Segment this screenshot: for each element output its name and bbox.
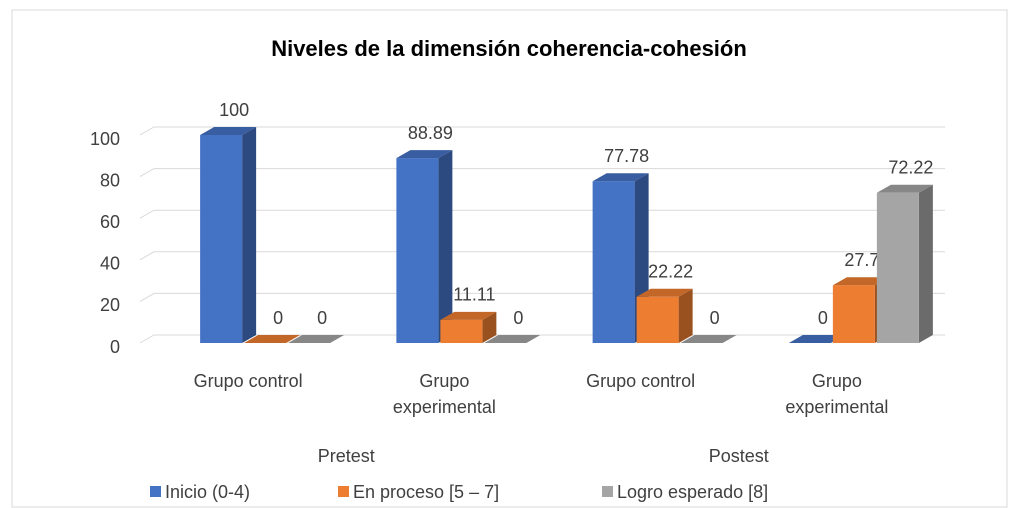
y-tick-label: 80 <box>100 170 120 190</box>
bar <box>592 181 635 343</box>
bar-top <box>200 127 257 135</box>
bar-top <box>592 173 649 182</box>
bar-top <box>788 335 845 343</box>
bar-top <box>440 311 497 320</box>
y-tick-label: 20 <box>100 295 120 315</box>
grid-line <box>139 251 945 261</box>
data-label: 11.11 <box>453 285 495 305</box>
y-tick-label: 40 <box>100 254 120 274</box>
bar-side <box>918 184 933 343</box>
bar-top <box>396 150 453 159</box>
bar-top <box>832 277 889 286</box>
y-tick-label: 100 <box>90 129 120 149</box>
bar <box>200 135 243 343</box>
y-tick-label: 60 <box>100 212 120 232</box>
data-label: 0 <box>273 308 283 328</box>
legend-label: En proceso [5 – 7] <box>353 482 499 502</box>
bar-top <box>680 335 737 343</box>
legend-label: Inicio (0-4) <box>165 482 250 502</box>
grid-line <box>139 209 945 219</box>
data-label: 0 <box>513 308 523 328</box>
bar <box>876 192 919 343</box>
bar-side <box>482 311 497 343</box>
group-label: Postest <box>709 446 769 466</box>
bar-top <box>876 184 933 193</box>
bar-side <box>438 150 453 343</box>
legend-swatch <box>150 486 161 497</box>
x-tick-label: Grupo experimental <box>785 371 889 417</box>
bar-top <box>288 335 345 343</box>
x-tick-label: Grupo control <box>193 371 303 391</box>
group-label: Pretest <box>318 446 375 466</box>
data-label: 0 <box>710 308 720 328</box>
bar-top <box>636 288 693 297</box>
data-label: 88.89 <box>408 123 453 143</box>
bar <box>832 285 875 343</box>
data-label: 0 <box>317 308 327 328</box>
data-label: 100 <box>219 100 249 120</box>
chart-border <box>11 9 1008 508</box>
bar-side <box>678 288 693 343</box>
bar-side <box>242 127 257 343</box>
legend-label: Logro esperado [8] <box>617 482 768 502</box>
legend-swatch <box>602 486 613 497</box>
legend-swatch <box>338 486 349 497</box>
x-tick-label: Grupo experimental <box>392 371 496 417</box>
grid-line <box>139 126 945 136</box>
grid-line <box>139 168 945 178</box>
data-label: 72.22 <box>888 158 933 178</box>
data-label: 22.22 <box>648 262 693 282</box>
bar-top <box>244 335 301 343</box>
bar-top <box>484 335 541 343</box>
data-label: 0 <box>818 308 828 328</box>
y-tick-label: 0 <box>110 337 120 357</box>
x-tick-label: Grupo control <box>586 371 696 391</box>
chart-title: Niveles de la dimensión coherencia-cohes… <box>271 36 747 61</box>
bar <box>396 158 439 343</box>
bar <box>440 319 483 343</box>
bar <box>636 296 679 343</box>
data-label: 77.78 <box>604 146 649 166</box>
